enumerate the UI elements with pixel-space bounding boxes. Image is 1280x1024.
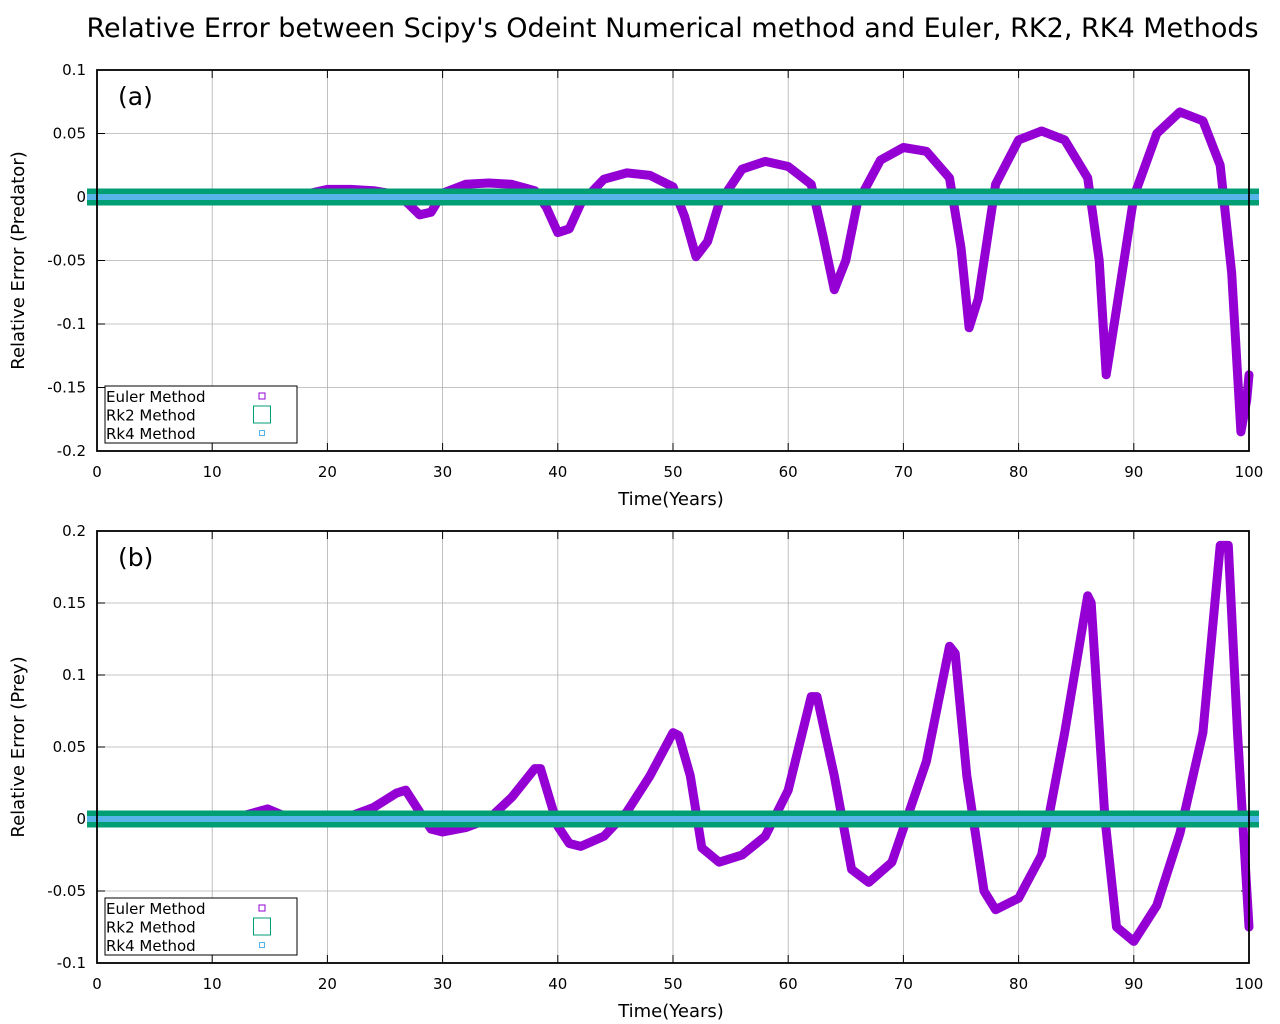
y-tick-label: -0.2: [57, 442, 86, 460]
y-tick-label: 0.2: [62, 522, 86, 540]
y-tick-label: 0.1: [62, 666, 86, 684]
x-tick-label: 100: [1235, 463, 1264, 481]
legend-label: Rk4 Method: [106, 937, 196, 955]
plot-frame: [96, 69, 1250, 452]
y-axis-label: Relative Error (Predator): [8, 151, 29, 370]
legend-label: Euler Method: [106, 388, 206, 406]
plot-frame: [96, 530, 1250, 964]
legend-marker: [259, 430, 265, 436]
legend-label: Rk2 Method: [106, 919, 196, 937]
panel-label: (a): [118, 82, 153, 111]
x-tick-label: 30: [433, 463, 452, 481]
legend-marker: [253, 405, 271, 424]
y-tick-label: -0.15: [47, 379, 86, 397]
x-tick-label: 80: [1009, 463, 1028, 481]
x-tick-label: 10: [203, 975, 222, 993]
y-tick-label: 0: [76, 810, 86, 828]
x-tick-label: 80: [1009, 975, 1028, 993]
series-line-euler-method: [92, 540, 1254, 946]
x-tick-label: 70: [894, 463, 913, 481]
x-tick-label: 100: [1235, 975, 1264, 993]
x-tick-label: 20: [318, 463, 337, 481]
series-line-euler-method: [92, 107, 1254, 437]
y-tick-label: 0.15: [53, 594, 86, 612]
x-tick-label: 10: [203, 463, 222, 481]
y-tick-label: 0.1: [62, 61, 86, 79]
y-tick-label: -0.05: [47, 882, 86, 900]
x-tick-label: 40: [548, 463, 567, 481]
x-tick-label: 30: [433, 975, 452, 993]
y-tick-label: 0.05: [53, 125, 86, 143]
legend-marker: [259, 942, 265, 948]
x-tick-label: 70: [894, 975, 913, 993]
x-tick-label: 0: [92, 975, 102, 993]
x-tick-label: 60: [779, 975, 798, 993]
x-tick-label: 50: [663, 975, 682, 993]
legend-label: Rk2 Method: [106, 407, 196, 425]
legend-marker: [258, 904, 266, 912]
x-tick-label: 20: [318, 975, 337, 993]
y-tick-label: -0.1: [57, 315, 86, 333]
x-axis-label: Time(Years): [617, 1001, 724, 1022]
y-tick-label: 0: [76, 188, 86, 206]
x-tick-label: 90: [1124, 975, 1143, 993]
x-tick-label: 50: [663, 463, 682, 481]
legend-marker: [258, 392, 266, 400]
x-tick-label: 0: [92, 463, 102, 481]
legend-label: Euler Method: [106, 900, 206, 918]
page-title: Relative Error between Scipy's Odeint Nu…: [86, 13, 1259, 44]
y-tick-label: 0.05: [53, 738, 86, 756]
x-tick-label: 90: [1124, 463, 1143, 481]
chart-panel-a: 0 10 20 30 40 50 60 70 80 90 100 0.1 0.05 0 -0.05 -0.1 -…: [8, 61, 1263, 510]
panel-label: (b): [118, 543, 153, 572]
x-axis-label: Time(Years): [617, 489, 724, 510]
y-tick-label: -0.1: [57, 954, 86, 972]
legend-marker: [253, 917, 271, 936]
y-axis-label: Relative Error (Prey): [8, 656, 29, 837]
x-tick-label: 40: [548, 975, 567, 993]
chart-panel-b: 0 10 20 30 40 50 60 70 80 90 100 0.2 0.15 0.1 0.05 0 -0.…: [8, 522, 1263, 1022]
x-tick-label: 60: [779, 463, 798, 481]
legend-label: Rk4 Method: [106, 425, 196, 443]
y-tick-label: -0.05: [47, 252, 86, 270]
